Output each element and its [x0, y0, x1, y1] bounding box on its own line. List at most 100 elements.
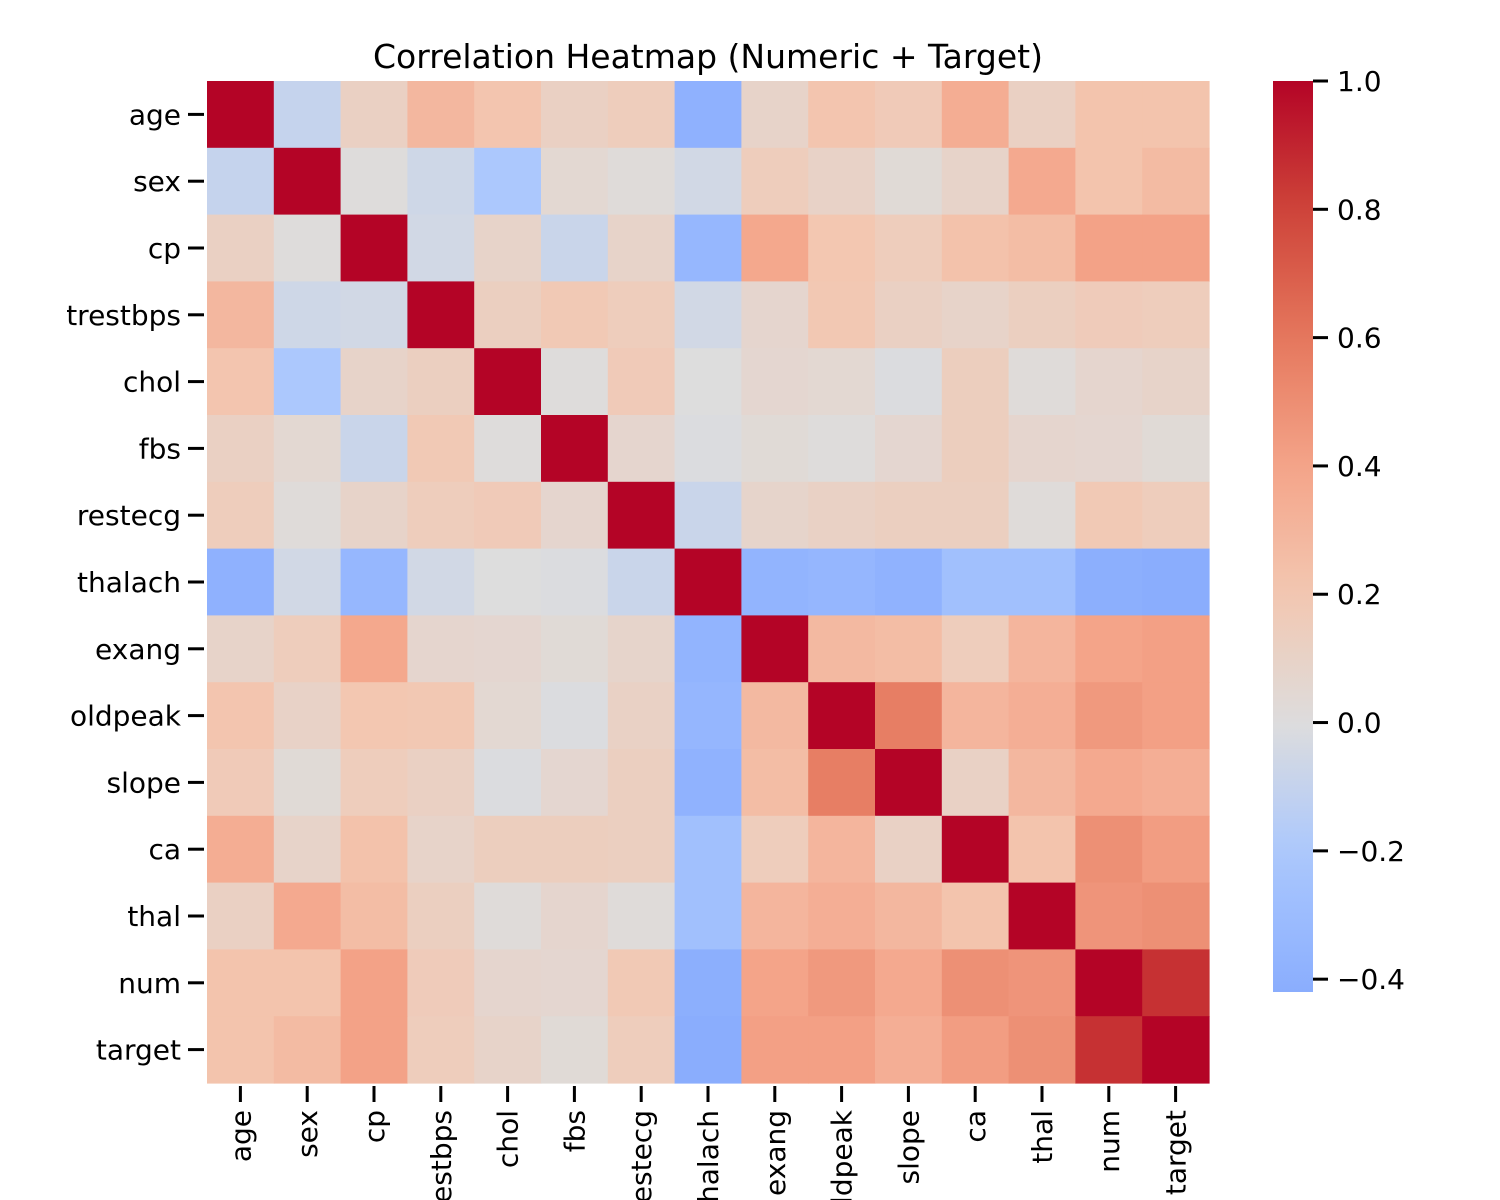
- heatmap-cell-oldpeak-fbs: [541, 682, 609, 750]
- colorbar-tick-label-0: 1.0: [1337, 65, 1382, 98]
- heatmap-cell-trestbps-fbs: [541, 281, 609, 349]
- heatmap-cell-target-thal: [1008, 1016, 1076, 1084]
- heatmap-cell-chol-chol: [474, 348, 542, 416]
- y-tick-label-oldpeak: oldpeak: [70, 700, 182, 733]
- heatmap-cell-chol-target: [1142, 348, 1210, 416]
- heatmap-cell-slope-cp: [340, 749, 408, 817]
- heatmap-cell-slope-num: [1075, 749, 1143, 817]
- heatmap-cell-num-target: [1142, 949, 1210, 1017]
- heatmap-cell-thalach-restecg: [607, 548, 676, 616]
- y-tick-label-fbs: fbs: [139, 432, 181, 465]
- heatmap-cell-ca-num: [1075, 815, 1143, 884]
- heatmap-cell-cp-thalach: [674, 214, 742, 282]
- heatmap-cell-ca-target: [1142, 815, 1210, 884]
- heatmap-cell-trestbps-restecg: [607, 281, 676, 349]
- heatmap-cell-restecg-target: [1142, 481, 1210, 550]
- heatmap-cell-num-thal: [1008, 949, 1076, 1017]
- heatmap-cell-age-num: [1075, 81, 1143, 149]
- heatmap-cell-age-fbs: [541, 81, 609, 149]
- heatmap-cell-oldpeak-sex: [273, 682, 342, 750]
- heatmap-cell-fbs-oldpeak: [808, 415, 876, 483]
- heatmap-cell-age-thalach: [674, 81, 742, 149]
- heatmap-cell-sex-thalach: [674, 147, 742, 216]
- colorbar-tick-label-4: 0.2: [1337, 578, 1382, 611]
- heatmap-cell-cp-slope: [875, 214, 943, 282]
- heatmap-cell-chol-slope: [875, 348, 943, 416]
- y-tick-label-target: target: [96, 1034, 181, 1067]
- heatmap-cell-cp-chol: [474, 214, 542, 282]
- heatmap-cell-target-restecg: [607, 1016, 676, 1084]
- heatmap-cell-thal-thalach: [674, 882, 742, 950]
- heatmap-cell-sex-exang: [741, 147, 809, 216]
- heatmap-cell-slope-target: [1142, 749, 1210, 817]
- heatmap-cell-trestbps-slope: [875, 281, 943, 349]
- heatmap-cell-sex-chol: [474, 147, 542, 216]
- heatmap-cell-sex-oldpeak: [808, 147, 876, 216]
- heatmap-cell-thal-cp: [340, 882, 408, 950]
- heatmap-cell-num-thalach: [674, 949, 742, 1017]
- heatmap-cell-thalach-thalach: [674, 548, 742, 616]
- heatmap-cell-cp-oldpeak: [808, 214, 876, 282]
- heatmap-cell-sex-age: [207, 147, 275, 216]
- heatmap-cell-exang-target: [1142, 615, 1210, 683]
- x-tick-label-trestbps: trestbps: [425, 1110, 458, 1200]
- heatmap-cell-thal-chol: [474, 882, 542, 950]
- heatmap-cell-thalach-num: [1075, 548, 1143, 616]
- heatmap-cell-target-fbs: [541, 1016, 609, 1084]
- heatmap-cell-cp-fbs: [541, 214, 609, 282]
- heatmap-cell-target-target: [1142, 1016, 1210, 1084]
- heatmap-cell-restecg-trestbps: [407, 481, 475, 550]
- heatmap-cell-target-sex: [273, 1016, 342, 1084]
- heatmap-cell-chol-ca: [941, 348, 1010, 416]
- heatmap-cell-exang-sex: [273, 615, 342, 683]
- heatmap-cell-exang-oldpeak: [808, 615, 876, 683]
- heatmap-cell-restecg-slope: [875, 481, 943, 550]
- y-tick-label-slope: slope: [107, 766, 182, 799]
- heatmap-cell-restecg-exang: [741, 481, 809, 550]
- heatmap-cell-fbs-exang: [741, 415, 809, 483]
- heatmap-cell-fbs-ca: [941, 415, 1010, 483]
- heatmap-cell-cp-age: [207, 214, 275, 282]
- heatmap-cell-ca-exang: [741, 815, 809, 884]
- heatmap-cell-fbs-age: [207, 415, 275, 483]
- heatmap-cell-oldpeak-thalach: [674, 682, 742, 750]
- heatmap-cell-cp-thal: [1008, 214, 1076, 282]
- heatmap-cell-sex-sex: [273, 147, 342, 216]
- heatmap-cell-trestbps-exang: [741, 281, 809, 349]
- heatmap-cell-ca-fbs: [541, 815, 609, 884]
- heatmap-cell-thalach-cp: [340, 548, 408, 616]
- y-tick-label-thalach: thalach: [77, 566, 181, 599]
- heatmap-cell-target-chol: [474, 1016, 542, 1084]
- heatmap-cell-restecg-age: [207, 481, 275, 550]
- heatmap-cell-age-oldpeak: [808, 81, 876, 149]
- heatmap-cell-thalach-trestbps: [407, 548, 475, 616]
- heatmap-cell-thal-thal: [1008, 882, 1076, 950]
- heatmap-cell-trestbps-cp: [340, 281, 408, 349]
- heatmap-cell-fbs-thalach: [674, 415, 742, 483]
- heatmap-cell-ca-thalach: [674, 815, 742, 884]
- heatmap-cell-chol-thalach: [674, 348, 742, 416]
- y-tick-label-thal: thal: [127, 900, 181, 933]
- x-tick-label-sex: sex: [291, 1110, 324, 1158]
- heatmap-cell-trestbps-chol: [474, 281, 542, 349]
- heatmap-cell-target-age: [207, 1016, 275, 1084]
- colorbar-gradient: [1273, 81, 1313, 992]
- heatmap-cell-cp-sex: [273, 214, 342, 282]
- x-tick-label-exang: exang: [759, 1110, 792, 1196]
- y-tick-label-num: num: [118, 967, 181, 1000]
- x-tick-label-num: num: [1093, 1110, 1126, 1173]
- heatmap-cell-target-trestbps: [407, 1016, 475, 1084]
- heatmap-cell-cp-restecg: [607, 214, 676, 282]
- heatmap-cell-restecg-restecg: [607, 481, 676, 550]
- heatmap-cell-restecg-ca: [941, 481, 1010, 550]
- heatmap-cell-chol-num: [1075, 348, 1143, 416]
- heatmap-cell-cp-trestbps: [407, 214, 475, 282]
- heatmap-cell-oldpeak-thal: [1008, 682, 1076, 750]
- heatmap-cell-ca-oldpeak: [808, 815, 876, 884]
- heatmap-cell-slope-ca: [941, 749, 1010, 817]
- heatmap-cell-fbs-target: [1142, 415, 1210, 483]
- heatmap-cell-slope-restecg: [607, 749, 676, 817]
- heatmap-cell-num-num: [1075, 949, 1143, 1017]
- heatmap-cell-restecg-num: [1075, 481, 1143, 550]
- heatmap-cell-trestbps-sex: [273, 281, 342, 349]
